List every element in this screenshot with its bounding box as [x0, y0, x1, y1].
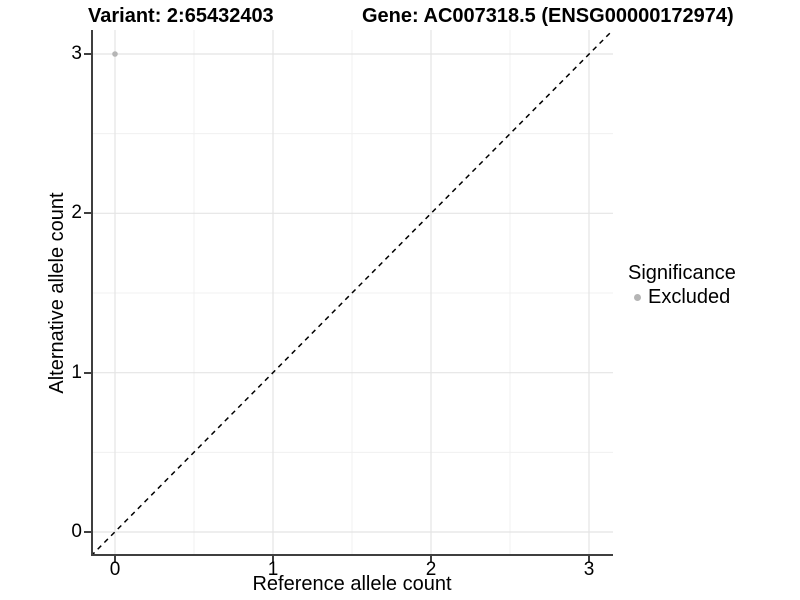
data-point — [112, 51, 118, 57]
x-tick-label: 2 — [425, 559, 437, 580]
y-tick-mark — [84, 53, 91, 55]
legend-items: Excluded — [628, 285, 736, 309]
y-tick-label: 2 — [71, 202, 82, 224]
x-tick-label: 1 — [267, 559, 279, 580]
y-axis-title: Alternative allele count — [46, 192, 68, 394]
plot-panel — [91, 30, 613, 556]
y-tick-mark — [84, 531, 91, 533]
plot-title-gene: Gene: AC007318.5 (ENSG00000172974) — [362, 5, 734, 27]
x-axis-title: Reference allele count — [252, 573, 452, 595]
legend: Significance Excluded — [628, 261, 736, 309]
x-tick-mark — [588, 556, 590, 562]
legend-key-dot-icon — [634, 293, 641, 301]
y-tick-label: 3 — [71, 43, 82, 64]
y-tick-mark — [84, 371, 91, 374]
x-tick-mark — [114, 556, 116, 562]
legend-item-label: Excluded — [648, 285, 731, 308]
legend-item: Excluded — [628, 285, 736, 309]
y-tick-mark — [84, 212, 91, 215]
plot-canvas — [91, 30, 613, 556]
x-tick-mark — [430, 556, 432, 562]
y-tick-label: 0 — [71, 521, 82, 542]
x-tick-label: 0 — [109, 559, 121, 580]
y-tick-label: 1 — [71, 361, 82, 383]
legend-title: Significance — [628, 262, 736, 284]
x-tick-mark — [272, 556, 274, 562]
plot-title-variant: Variant: 2:65432403 — [88, 5, 274, 27]
x-tick-label: 3 — [583, 559, 595, 580]
identity-dashed-line — [91, 30, 613, 556]
